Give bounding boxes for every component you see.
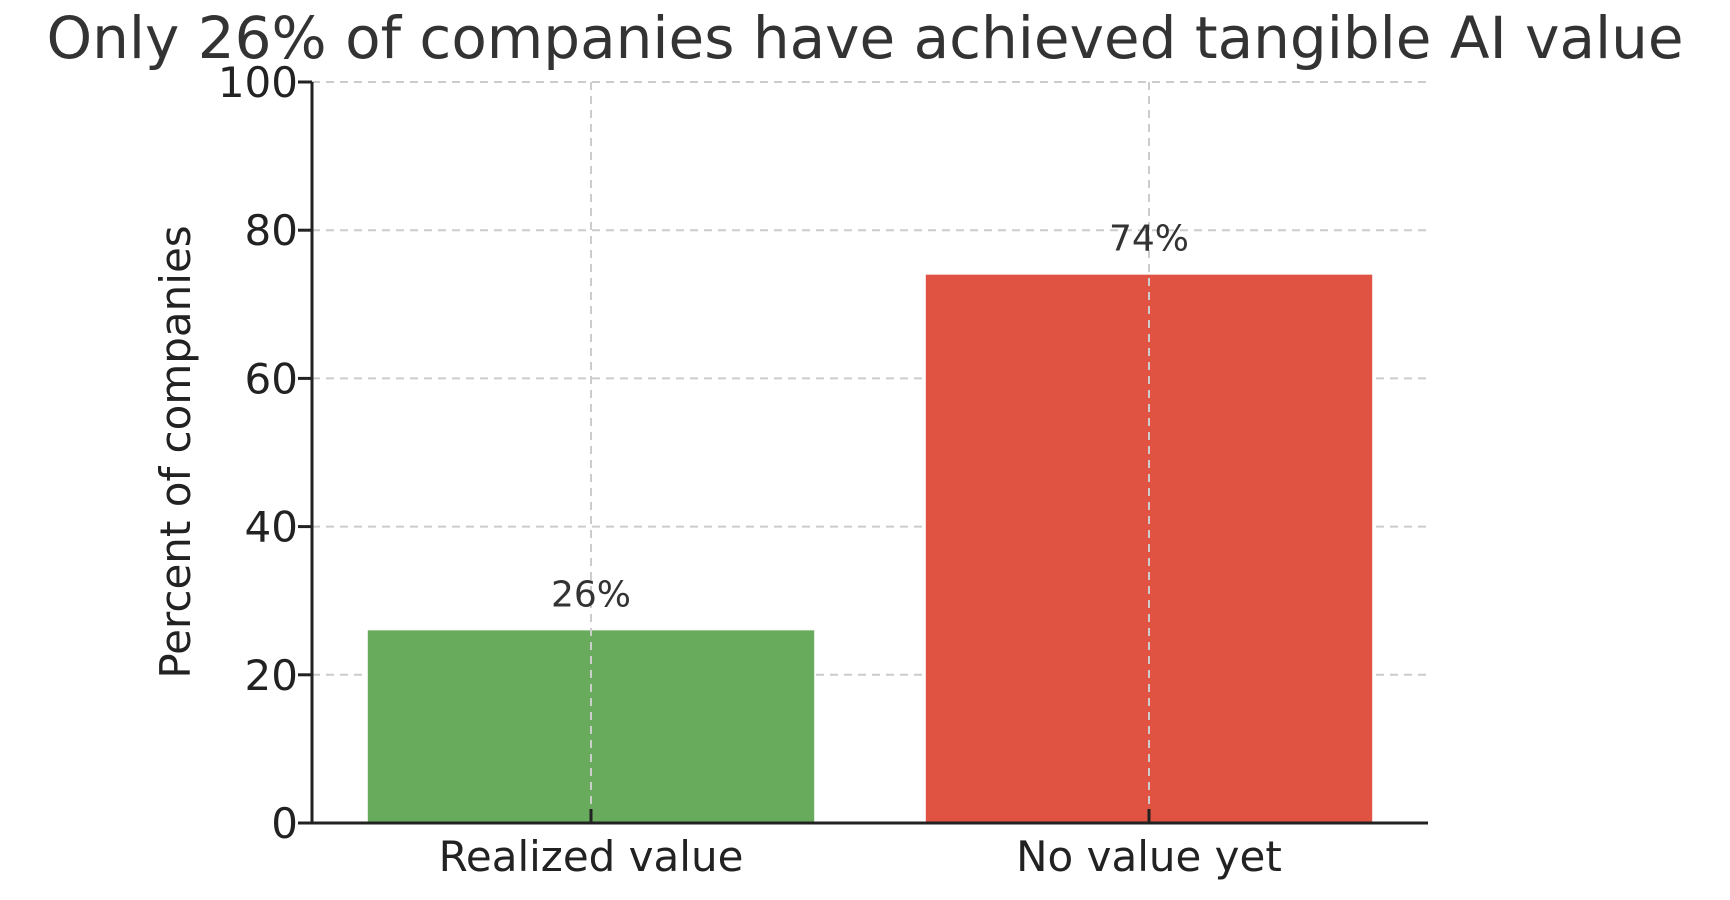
y-tick-label: 100 bbox=[218, 58, 298, 107]
data-labels: 26% 74% bbox=[551, 219, 1189, 616]
data-label: 26% bbox=[551, 574, 631, 615]
y-tick-label: 80 bbox=[245, 206, 298, 255]
y-tick-label: 20 bbox=[245, 651, 298, 700]
data-label: 74% bbox=[1109, 219, 1189, 260]
chart-title: Only 26% of companies have achieved tang… bbox=[46, 4, 1683, 72]
x-tick-label: No value yet bbox=[1016, 832, 1282, 881]
y-axis-label: Percent of companies bbox=[151, 225, 200, 678]
x-tick-label: Realized value bbox=[439, 832, 744, 881]
axes: 0 20 40 60 80 100 Realized value No value yet bbox=[218, 58, 1428, 881]
y-tick-label: 0 bbox=[271, 799, 298, 848]
bars bbox=[367, 274, 1373, 823]
y-tick-label: 40 bbox=[245, 503, 298, 552]
y-tick-label: 60 bbox=[245, 354, 298, 403]
